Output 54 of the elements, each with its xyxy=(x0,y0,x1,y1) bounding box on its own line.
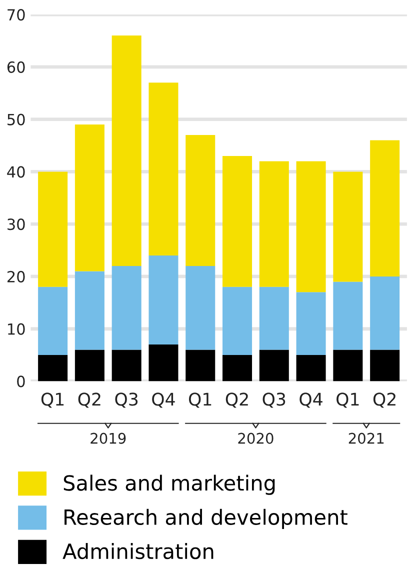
bar xyxy=(370,350,400,382)
text: 2021 xyxy=(348,432,384,444)
bar xyxy=(74,350,104,382)
bar xyxy=(296,355,326,382)
bar xyxy=(38,286,68,356)
bar xyxy=(222,286,252,356)
bar xyxy=(112,350,142,382)
bar xyxy=(186,135,216,266)
bar xyxy=(333,282,363,350)
bar xyxy=(186,266,216,350)
bar xyxy=(222,355,252,382)
x-tick-label: Q2 xyxy=(78,392,100,408)
y-tick-label: 0 xyxy=(17,376,25,388)
bar xyxy=(148,256,178,345)
y-tick-label: 10 xyxy=(8,323,25,335)
x-tick-label: Q1 xyxy=(188,392,212,408)
bar xyxy=(186,350,216,382)
y-tick-label: 20 xyxy=(7,270,25,282)
x-tick-label: Q1 xyxy=(336,392,359,408)
bar xyxy=(74,271,104,350)
y-tick-label: 60 xyxy=(7,61,25,73)
y-tick-label: 70 xyxy=(8,9,25,21)
y-tick-label: 50 xyxy=(8,114,25,126)
bar xyxy=(259,161,289,287)
bar xyxy=(370,140,400,276)
bar xyxy=(333,172,363,282)
x-tick-label: Q3 xyxy=(115,392,138,408)
bar xyxy=(222,156,252,287)
bar xyxy=(296,292,326,356)
legend-label: Sales and marketing xyxy=(64,474,275,495)
y-tick-label: 30 xyxy=(8,218,25,230)
bar xyxy=(296,161,326,292)
x-tick-label: Q2 xyxy=(226,392,248,408)
bar xyxy=(148,82,178,256)
bar xyxy=(38,355,68,382)
bar xyxy=(259,286,289,350)
x-tick-label: Q4 xyxy=(300,392,322,408)
x-tick-label: Q2 xyxy=(373,392,396,408)
x-tick-label: Q4 xyxy=(152,392,175,408)
bar xyxy=(74,124,104,272)
text: 2019 xyxy=(90,432,126,444)
bar xyxy=(333,350,363,382)
y-tick-label: 40 xyxy=(7,166,25,178)
bar xyxy=(38,172,68,287)
bar xyxy=(370,276,400,350)
legend-label: Administration xyxy=(62,543,214,560)
x-tick-label: Q1 xyxy=(41,392,64,408)
bar xyxy=(112,266,142,350)
bar xyxy=(148,344,178,382)
bar xyxy=(259,350,289,382)
text: 2020 xyxy=(238,432,274,444)
bar xyxy=(112,36,142,266)
legend-label: Research and development xyxy=(64,508,348,530)
x-tick-label: Q3 xyxy=(262,392,286,408)
